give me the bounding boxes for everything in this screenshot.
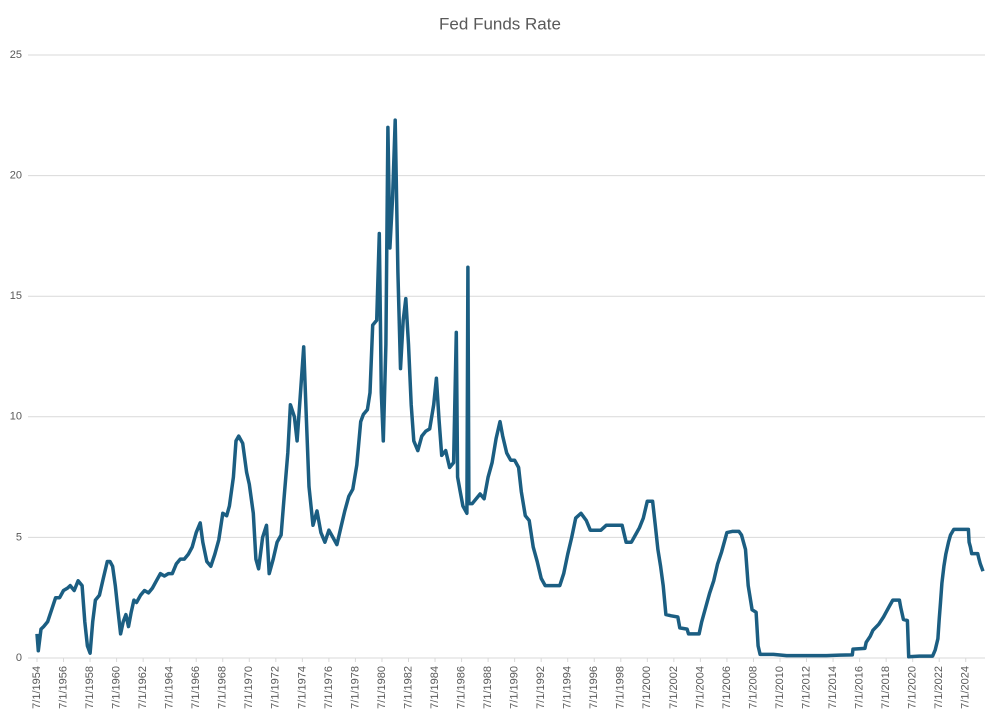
x-tick-label: 7/1/1972 [270,666,282,709]
x-tick-label: 7/1/1970 [243,666,255,709]
x-tick-label: 7/1/1976 [323,666,335,709]
x-tick-label: 7/1/1962 [137,666,149,709]
x-tick-label: 7/1/1990 [509,666,521,709]
x-tick-label: 7/1/1992 [535,666,547,709]
chart-title: Fed Funds Rate [439,14,561,33]
x-tick-label: 7/1/1954 [31,666,43,709]
x-tick-label: 7/1/1988 [482,666,494,709]
x-tick-label: 7/1/1968 [217,666,229,709]
x-tick-label: 7/1/1960 [111,666,123,709]
x-tick-label: 7/1/1986 [455,666,467,709]
y-tick-label: 25 [10,49,22,61]
x-tick-label: 7/1/1980 [376,666,388,709]
x-tick-label: 7/1/1994 [562,666,574,709]
x-tick-label: 7/1/1956 [57,666,69,709]
x-tick-label: 7/1/1982 [402,666,414,709]
x-tick-label: 7/1/1966 [190,666,202,709]
y-tick-label: 20 [10,170,22,182]
x-tick-label: 7/1/2006 [721,666,733,709]
x-tick-label: 7/1/2008 [747,666,759,709]
x-tick-label: 7/1/2000 [641,666,653,709]
x-tick-label: 7/1/2020 [907,666,919,709]
x-tick-label: 7/1/2014 [827,666,839,709]
y-tick-label: 0 [16,652,22,664]
x-tick-label: 7/1/1964 [164,666,176,709]
y-tick-label: 15 [10,290,22,302]
x-tick-label: 7/1/2022 [933,666,945,709]
x-tick-label: 7/1/2010 [774,666,786,709]
x-tick-label: 7/1/1978 [349,666,361,709]
x-tick-label: 7/1/1996 [588,666,600,709]
x-tick-label: 7/1/1998 [615,666,627,709]
x-tick-label: 7/1/2016 [854,666,866,709]
x-tick-label: 7/1/1974 [296,666,308,709]
x-tick-label: 7/1/2002 [668,666,680,709]
x-tick-label: 7/1/1958 [84,666,96,709]
x-tick-label: 7/1/2012 [800,666,812,709]
x-tick-label: 7/1/2004 [694,666,706,709]
x-tick-label: 7/1/2024 [960,666,972,709]
x-tick-label: 7/1/1984 [429,666,441,709]
x-tick-label: 7/1/2018 [880,666,892,709]
y-tick-label: 5 [16,531,22,543]
y-tick-label: 10 [10,411,22,423]
data-line [35,118,985,659]
